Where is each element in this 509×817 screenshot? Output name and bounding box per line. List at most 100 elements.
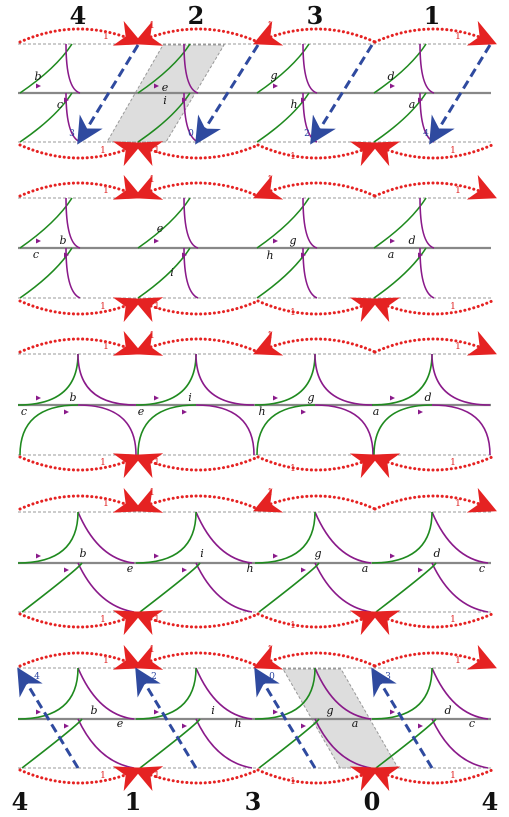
arrow-mark	[182, 723, 187, 729]
arrow-mark	[390, 238, 395, 244]
curve	[135, 353, 197, 406]
arc-label: 1	[154, 146, 160, 156]
blue-arrow	[310, 44, 374, 145]
arc-label: 1	[103, 186, 109, 196]
arc-label: 1	[149, 645, 155, 655]
curve	[254, 667, 316, 720]
curve	[137, 404, 197, 456]
arrow-mark	[154, 553, 159, 559]
curve-label: g	[326, 704, 333, 717]
curve-label: e	[127, 562, 134, 575]
curve-label: h	[266, 249, 273, 262]
curve	[195, 511, 253, 564]
curve	[135, 511, 197, 564]
blue-arrow	[17, 667, 80, 769]
bottom-number: 3	[245, 787, 262, 816]
red-arc	[370, 766, 494, 792]
curve-label: g	[289, 234, 296, 247]
red-arc	[253, 487, 377, 513]
red-arc	[253, 174, 377, 200]
curve	[256, 92, 310, 143]
curve	[258, 718, 320, 769]
arrow-mark	[418, 409, 423, 415]
curve-label: g	[314, 547, 321, 560]
arc-label: 1	[455, 32, 461, 42]
curve	[375, 562, 437, 613]
top-number: 1	[424, 1, 441, 30]
arrow-mark	[182, 252, 187, 258]
arc-label: 1	[100, 146, 106, 156]
arc-label: 1	[100, 458, 106, 468]
arc-label: 1	[290, 621, 296, 631]
curve	[17, 353, 79, 406]
red-arc	[133, 488, 260, 513]
arrow-mark	[154, 83, 159, 89]
arrow-mark	[64, 97, 69, 103]
arrow-mark	[301, 97, 306, 103]
blue-arrow	[77, 44, 140, 145]
arc-label: 1	[149, 175, 155, 185]
arrow-mark	[36, 553, 41, 559]
arrow-mark	[418, 567, 423, 573]
curve	[77, 511, 135, 564]
red-arc	[18, 610, 143, 636]
arrow-mark	[36, 395, 41, 401]
curve-label: i	[211, 704, 215, 717]
arrow-mark	[64, 409, 69, 415]
arc-label: 1	[450, 615, 456, 625]
curve	[302, 197, 318, 249]
curve	[19, 247, 73, 299]
curve	[256, 43, 310, 94]
curve	[19, 404, 79, 456]
arc-label: 1	[450, 771, 456, 781]
curve	[19, 92, 73, 143]
top-number: 4	[70, 1, 87, 30]
curve	[17, 511, 79, 564]
arc-label: 1	[450, 146, 456, 156]
curve-label: d	[433, 547, 440, 560]
curve-label: e	[157, 222, 164, 235]
red-arc	[256, 766, 380, 792]
curve	[431, 404, 491, 456]
curve-label: h	[290, 98, 297, 111]
curve	[371, 511, 433, 564]
arc-label: 1	[154, 458, 160, 468]
curve	[373, 247, 427, 299]
arrow-mark	[390, 395, 395, 401]
curve	[19, 43, 73, 94]
curve	[419, 247, 435, 299]
red-arc	[256, 453, 380, 479]
curve	[77, 667, 135, 720]
curve	[373, 197, 427, 249]
arrow-mark	[154, 238, 159, 244]
arc-label: 1	[267, 175, 273, 185]
red-arc	[373, 174, 497, 200]
red-arc	[18, 487, 143, 513]
bottom-number: 0	[364, 787, 381, 816]
blue-arrow	[429, 44, 492, 145]
red-arc	[133, 141, 260, 166]
arrow-mark	[273, 709, 278, 715]
arrow-mark	[301, 723, 306, 729]
curve	[183, 43, 199, 94]
curve	[21, 562, 83, 613]
arc-label: 1	[100, 771, 106, 781]
red-arc	[18, 766, 143, 792]
red-arc	[373, 644, 497, 670]
curve	[419, 197, 435, 249]
curve	[19, 197, 73, 249]
curve	[65, 43, 81, 94]
blue-arrow	[371, 667, 434, 769]
top-number: 2	[188, 1, 205, 30]
arrow-mark	[36, 83, 41, 89]
blue-number: 4	[423, 129, 429, 139]
curve-label: c	[57, 98, 63, 111]
arc-label: 1	[267, 21, 273, 31]
curve	[77, 353, 137, 406]
arrow-mark	[154, 709, 159, 715]
red-arc	[370, 297, 494, 323]
curve-label: g	[270, 69, 277, 82]
arrow-mark	[64, 723, 69, 729]
curve-label: b	[59, 234, 66, 247]
